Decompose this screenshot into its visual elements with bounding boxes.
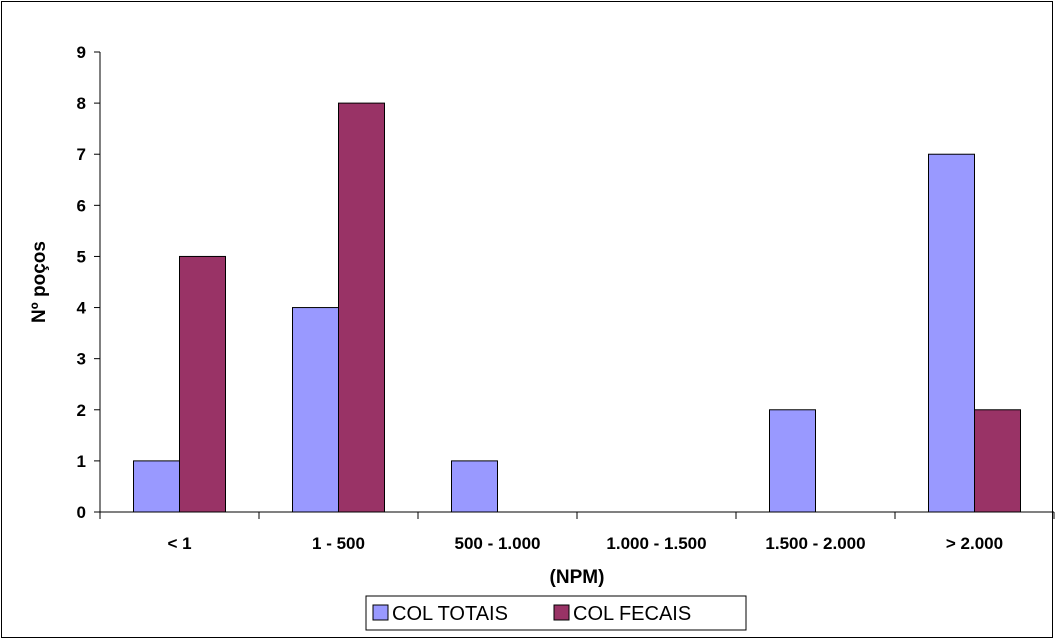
bar [974, 409, 1021, 513]
legend-label: COL TOTAIS [392, 603, 508, 625]
legend-swatch [372, 604, 389, 621]
y-tick-label: 8 [77, 94, 86, 113]
bars [133, 102, 1021, 513]
x-axis-ticks: < 1 1 - 500 500 - 1.000 1.000 - 1.500 1.500 … [99, 512, 1055, 553]
x-tick-label: 1.500 - 2.000 [765, 534, 865, 553]
bar [338, 102, 385, 513]
y-tick-label: 3 [77, 350, 86, 369]
y-tick-label: 0 [77, 503, 86, 522]
bar [451, 460, 498, 513]
x-tick-label: 1 - 500 [312, 534, 365, 553]
x-tick-label: 500 - 1.000 [454, 534, 540, 553]
x-tick-label: > 2.000 [946, 534, 1003, 553]
legend: COL TOTAIS COL FECAIS [365, 595, 747, 631]
y-tick-label: 4 [77, 299, 87, 318]
y-axis-ticks: 0 1 2 3 4 5 6 7 8 9 [77, 43, 100, 522]
x-tick-label: 1.000 - 1.500 [606, 534, 706, 553]
y-tick-label: 2 [77, 401, 86, 420]
y-tick-label: 9 [77, 43, 86, 62]
y-tick-label: 5 [77, 247, 86, 266]
y-axis-title: Nº poços [29, 241, 50, 323]
bar [133, 460, 180, 513]
legend-label: COL FECAIS [573, 603, 691, 625]
x-axis-title: (NPM) [550, 567, 605, 588]
y-tick-label: 7 [77, 145, 86, 164]
bar [292, 307, 339, 513]
y-tick-label: 1 [77, 452, 86, 471]
bar [928, 153, 975, 513]
bar [179, 255, 226, 513]
bar [769, 409, 816, 513]
y-tick-label: 6 [77, 196, 86, 215]
legend-swatch [553, 604, 570, 621]
x-tick-label: < 1 [167, 534, 191, 553]
